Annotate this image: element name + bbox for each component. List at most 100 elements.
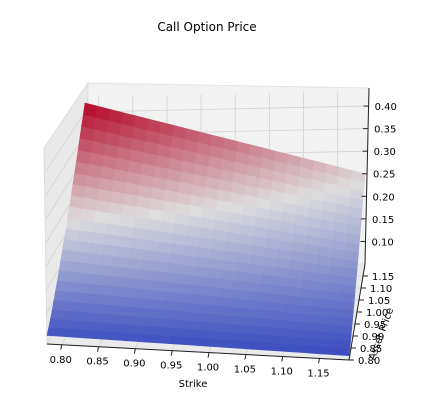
surface-patch [100, 254, 117, 268]
surface-patch [155, 251, 171, 264]
surface-patch [50, 309, 67, 321]
surface-patch [65, 301, 82, 313]
x-axis-line [46, 343, 350, 361]
surface-patch [89, 321, 106, 332]
surface-patch [131, 316, 148, 327]
surface-patch [245, 290, 261, 302]
surface-patch [75, 320, 92, 331]
surface-patch [140, 259, 157, 272]
surface-patch [55, 280, 72, 293]
surface-patch [219, 278, 235, 291]
surface-patch [226, 332, 242, 342]
surface-patch [97, 274, 114, 287]
surface-patch [310, 314, 326, 325]
surface-patch [152, 271, 169, 283]
surface-patch [63, 228, 80, 242]
surface-patch [88, 242, 105, 256]
surface-patch [46, 327, 63, 337]
surface-patch [139, 269, 155, 282]
surface-patch [115, 246, 131, 259]
surface-patch [257, 301, 273, 312]
surface-patch [258, 292, 274, 304]
surface-patch [73, 251, 90, 265]
surface-patch [228, 315, 244, 326]
surface-patch [242, 316, 258, 327]
surface-patch [151, 280, 167, 293]
surface-patch [295, 329, 311, 340]
surface-patch [180, 264, 197, 277]
surface-patch [102, 244, 118, 258]
surface-patch [94, 294, 110, 306]
surface-patch [323, 323, 339, 334]
surface-patch [268, 327, 284, 337]
surface-patch [183, 337, 200, 346]
surface-patch [62, 239, 78, 253]
surface-patch [129, 333, 145, 343]
surface-patch [197, 338, 214, 347]
surface-patch [272, 293, 288, 305]
surface-patch [225, 339, 241, 349]
surface-patch [60, 249, 77, 263]
z-tick-label: 0.25 [373, 170, 395, 181]
surface-patch [63, 310, 80, 322]
surface-patch [321, 346, 337, 356]
surface-patch [239, 333, 256, 343]
surface-patch [124, 277, 140, 290]
surface-patch [131, 227, 148, 241]
surface-patch [168, 253, 185, 266]
surface-patch [74, 329, 91, 339]
y-tick-label: 1.15 [372, 272, 394, 283]
surface-patch [198, 330, 215, 340]
x-axis-label: Strike [179, 379, 208, 390]
x-tick-mark [133, 348, 136, 354]
surface-patch [253, 334, 269, 344]
surface-patch [144, 325, 160, 336]
y-tick-label: 1.05 [368, 296, 390, 307]
surface-patch [82, 283, 99, 296]
z-tick-label: 0.15 [372, 215, 394, 226]
surface-patch [325, 307, 341, 318]
surface-patch [256, 309, 272, 320]
surface-patch [103, 234, 120, 247]
surface-patch [252, 341, 268, 351]
x-tick-label: 1.05 [234, 365, 256, 376]
x-tick-mark [60, 344, 63, 350]
surface-patch [281, 328, 298, 338]
surface-patch [207, 268, 223, 280]
surface-patch [160, 309, 177, 321]
surface-patch [142, 249, 158, 263]
surface-patch [229, 307, 245, 318]
surface-patch [190, 294, 206, 306]
surface-patch [79, 302, 95, 314]
surface-patch [60, 328, 77, 338]
surface-patch [112, 266, 128, 279]
x-tick-mark [170, 350, 173, 356]
surface-patch [283, 312, 299, 323]
z-tick-label: 0.30 [374, 147, 396, 158]
surface-patch [192, 275, 209, 288]
surface-patch [115, 332, 132, 342]
surface-patch [156, 335, 173, 345]
surface-patch [187, 312, 204, 323]
surface-patch [103, 322, 119, 333]
surface-patch [307, 345, 323, 355]
surface-patch [271, 302, 287, 313]
y-tick-label: 0.95 [364, 320, 386, 331]
surface-patch [273, 285, 289, 296]
surface-patch [110, 276, 127, 289]
surface-patch [294, 337, 310, 347]
surface-patch [58, 260, 75, 273]
surface-patch [334, 347, 351, 357]
surface-patch [243, 308, 259, 319]
surface-patch [191, 285, 207, 297]
grid-line-z [84, 105, 366, 113]
x-tick-label: 1.10 [271, 366, 293, 377]
surface-patch [119, 306, 136, 317]
surface-patch [231, 289, 248, 301]
surface-patch [171, 328, 188, 338]
chart-title: Call Option Price [157, 20, 256, 34]
y-tick-label: 1.10 [370, 284, 392, 295]
surface-patch [137, 279, 154, 291]
surface-patch [87, 330, 104, 340]
